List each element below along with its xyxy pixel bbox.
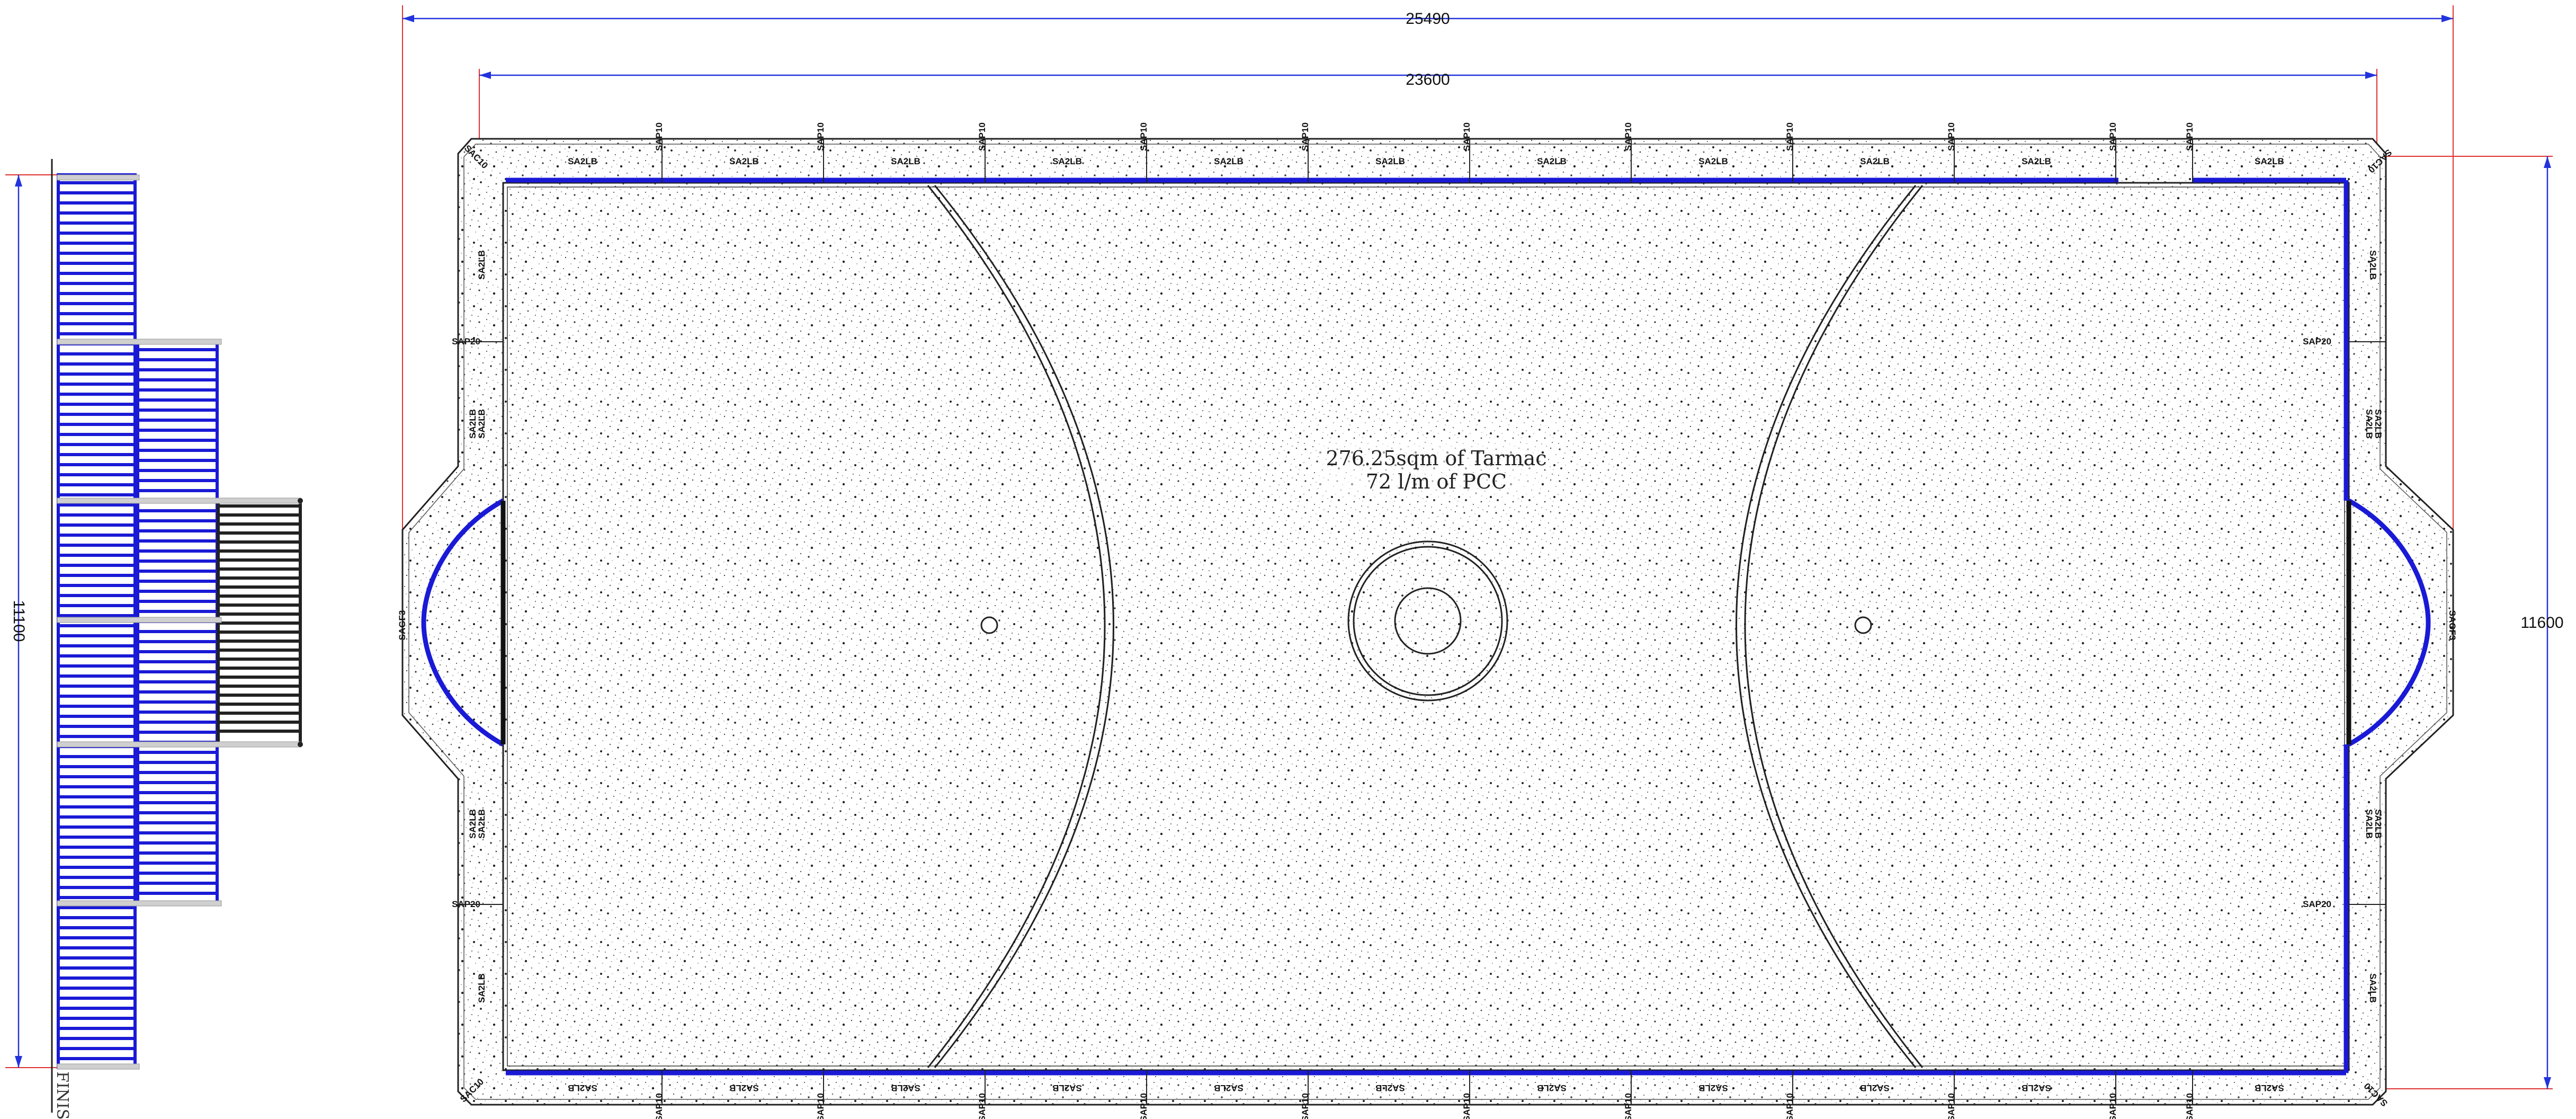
right-goal-arc xyxy=(2347,499,2431,747)
panel-label-sa2lb-bottom: SA2LB xyxy=(1537,1083,1567,1093)
panel-label-sagf3-right: SAGF3 xyxy=(2447,610,2457,641)
panel-label-sa2lb-top: SA2LB xyxy=(1860,156,1890,166)
panel-label-sa2lb-left: SA2LB xyxy=(477,973,487,1003)
panel-label-sap10-bottom: SAP10 xyxy=(816,1093,826,1119)
panel-label-sa2lb-right: SA2LB xyxy=(2364,409,2374,439)
panel-label-sa2lb-left: SA2LB xyxy=(477,409,487,439)
area-note-line2: 72 l/m of PCC xyxy=(1366,470,1507,493)
panel-label-sap10-bottom: SAP10 xyxy=(1785,1093,1795,1119)
overall-height-label: 11600 xyxy=(2520,614,2563,632)
panel-label-sap10-bottom: SAP10 xyxy=(1623,1093,1633,1119)
panel-label-sa2lb-top: SA2LB xyxy=(2022,156,2051,166)
panel-label-sa2lb-bottom: SA2LB xyxy=(2022,1083,2051,1093)
panel-edge-lines xyxy=(506,177,2349,1076)
panel-label-sap10-bottom: SAP10 xyxy=(1139,1093,1149,1119)
panel-label-sa2lb-bottom: SA2LB xyxy=(1860,1083,1890,1093)
panel-label-sa2lb-right: SA2LB xyxy=(2373,409,2383,439)
panel-label-sa2lb-top: SA2LB xyxy=(1698,156,1728,166)
panel-label-sap10-bottom: SAP10 xyxy=(654,1093,664,1119)
elevation-height-label: 11100 xyxy=(10,600,28,642)
panel-label-sap10-bottom: SAP10 xyxy=(2185,1093,2195,1119)
panel-label-sa2lb-left: SA2LB xyxy=(468,809,478,839)
panel-label-sap10-bottom: SAP10 xyxy=(1946,1093,1956,1119)
inner-width-label: 23600 xyxy=(1406,71,1450,88)
panel-label-sagf3-left: SAGF3 xyxy=(397,610,407,641)
area-note-line1: 276.25sqm of Tarmac xyxy=(1326,447,1546,470)
elevation-slats-middle xyxy=(138,348,217,895)
panel-label-sa2lb-right: SA2LB xyxy=(2368,250,2378,280)
panel-label-sa2lb-left: SA2LB xyxy=(468,409,478,439)
panel-label-sap10-top: SAP10 xyxy=(654,122,664,151)
elevation-slats-right xyxy=(218,504,300,733)
panel-label-sa2lb-top: SA2LB xyxy=(1375,156,1405,166)
panel-label-sa2lb-bottom: SA2LB xyxy=(1052,1083,1082,1093)
panel-label-sap10-top: SAP10 xyxy=(1462,122,1472,151)
panel-label-sap10-top: SAP10 xyxy=(1139,122,1149,151)
panel-label-sa2lb-bottom: SA2LB xyxy=(729,1083,759,1093)
centre-inner-circle xyxy=(1394,587,1462,655)
panel-label-sap10-top: SAP10 xyxy=(977,122,987,151)
playing-surface xyxy=(502,182,2350,1071)
panel-label-sap10-top: SAP10 xyxy=(2108,122,2118,151)
panel-label-sap10-bottom: SAP10 xyxy=(1462,1093,1472,1119)
panel-label-sa2lb-bottom: SA2LB xyxy=(1698,1083,1728,1093)
panel-label-sa2lb-right: SA2LB xyxy=(2368,973,2378,1003)
panel-label-sa2lb-top: SA2LB xyxy=(568,156,597,166)
pitch-plan xyxy=(401,138,2454,1106)
left-goal-arc xyxy=(421,499,505,747)
panel-label-sa2lb-right: SA2LB xyxy=(2364,809,2374,839)
panel-label-sa2lb-top: SA2LB xyxy=(1214,156,1244,166)
left-shooting-arc xyxy=(927,185,1106,1068)
panel-label-sap10-bottom: SAP10 xyxy=(977,1093,987,1119)
elevation-slats-left xyxy=(58,181,135,1060)
panel-label-sa2lb-left: SA2LB xyxy=(477,250,487,280)
panel-label-sap10-bottom: SAP10 xyxy=(1300,1093,1310,1119)
panel-label-sa2lb-bottom: SA2LB xyxy=(568,1083,597,1093)
dimension-lines xyxy=(5,5,2553,1089)
panel-label-sa2lb-left: SA2LB xyxy=(477,809,487,839)
panel-label-sa2lb-bottom: SA2LB xyxy=(1375,1083,1405,1093)
left-penalty-spot xyxy=(980,616,998,634)
panel-label-sa2lb-top: SA2LB xyxy=(891,156,920,166)
panel-label-sa2lb-top: SA2LB xyxy=(1052,156,1082,166)
panel-label-sa2lb-top: SA2LB xyxy=(2255,156,2284,166)
panel-label-sap10-top: SAP10 xyxy=(2185,122,2195,151)
panel-label-sa2lb-right: SA2LB xyxy=(2373,809,2383,839)
panel-label-sap20-right: SAP20 xyxy=(2303,899,2331,909)
panel-label-sa2lb-bottom: SA2LB xyxy=(2255,1083,2284,1093)
panel-label-sap10-bottom: SAP10 xyxy=(2108,1093,2118,1119)
panel-label-sap20-right: SAP20 xyxy=(2303,336,2331,347)
right-shooting-arc xyxy=(1744,185,1924,1068)
elevation-finish-label: FINIS xyxy=(53,1071,71,1119)
panel-label-sap10-top: SAP10 xyxy=(816,122,826,151)
panel-label-sa2lb-bottom: SA2LB xyxy=(891,1083,920,1093)
panel-label-sap10-top: SAP10 xyxy=(1785,122,1795,151)
right-penalty-spot xyxy=(1854,616,1872,634)
panel-label-sa2lb-top: SA2LB xyxy=(1537,156,1567,166)
overall-width-label: 25490 xyxy=(1406,10,1450,28)
centre-circle xyxy=(1347,540,1508,701)
panel-label-sap10-top: SAP10 xyxy=(1623,122,1633,151)
panel-label-sa2lb-bottom: SA2LB xyxy=(1214,1083,1244,1093)
panel-label-sap10-top: SAP10 xyxy=(1300,122,1310,151)
side-elevation xyxy=(51,159,303,1113)
panel-label-sa2lb-top: SA2LB xyxy=(729,156,759,166)
panel-label-sap10-top: SAP10 xyxy=(1946,122,1956,151)
